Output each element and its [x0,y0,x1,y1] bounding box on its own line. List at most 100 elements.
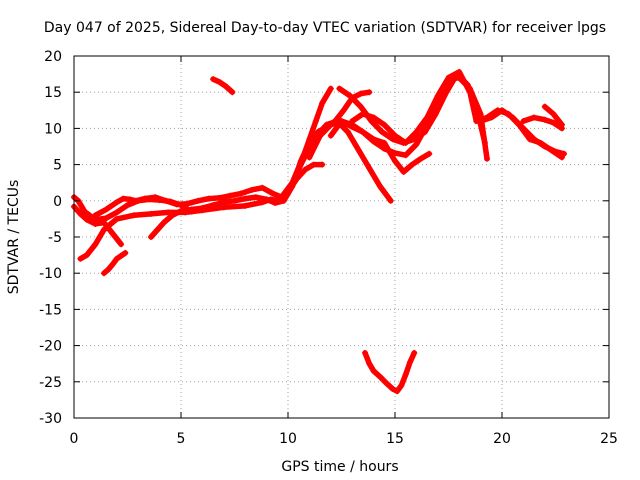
data-point [550,119,557,126]
data-point [379,129,386,136]
data-point [92,241,99,248]
data-point [509,114,516,121]
data-point [317,132,324,139]
data-point [349,118,356,125]
x-tick-label: 0 [70,431,79,447]
data-point [417,155,424,162]
data-point [520,118,527,125]
x-axis-label: GPS time / hours [281,459,398,475]
x-tick-label: 20 [493,431,511,447]
data-point [109,261,116,268]
data-point [184,200,191,207]
data-point [118,241,125,248]
data-point [83,252,90,259]
data-point [319,100,326,107]
data-layer [71,68,568,395]
data-point [77,255,84,262]
y-tick-label: -25 [39,375,62,391]
data-point [484,155,491,162]
data-point [366,360,373,367]
data-point [338,118,345,125]
series-arc-p [541,103,565,128]
data-point [160,219,167,226]
data-point [327,121,334,128]
data-point [297,161,304,168]
data-point [252,194,259,201]
y-tick-label: 15 [44,85,62,101]
data-point [402,139,409,146]
data-point [357,90,364,97]
data-point [120,195,127,202]
data-point [148,210,155,217]
data-point [531,136,538,143]
data-point [413,129,420,136]
data-point [152,194,159,201]
data-point [456,68,463,75]
data-point [118,252,125,259]
data-point [443,89,450,96]
x-tick-label: 10 [279,431,297,447]
ticks: 0 5 10 15 20 25 -30 -25 -20 -15 -10 -5 0 5 10 15 20 [39,49,618,447]
data-point [124,202,131,209]
data-point [130,212,137,219]
data-point [210,76,217,83]
data-point [216,79,223,86]
data-point [366,165,373,172]
data-point [229,89,236,96]
data-point [312,118,319,125]
data-point [306,154,313,161]
data-point [231,197,238,204]
data-point [248,186,255,193]
data-point [421,129,428,136]
data-point [541,143,548,150]
data-point [100,226,107,233]
data-point [242,202,249,209]
grid [74,56,609,418]
data-point [148,234,155,240]
data-point [347,92,354,99]
data-point [220,204,227,211]
data-point [336,85,343,92]
data-point [310,161,317,168]
data-point [103,206,110,213]
data-point [165,209,172,216]
data-point [199,205,206,212]
data-point [109,230,116,237]
data-point [285,190,291,197]
data-point [406,359,413,366]
data-point [432,110,439,117]
data-point [381,121,388,128]
series-trace [285,118,394,204]
data-point [561,150,568,157]
data-point [370,114,377,121]
data-point [499,107,505,114]
y-tick-label: -20 [39,339,62,355]
data-point [227,192,234,199]
data-point [411,349,418,356]
data-point [113,255,120,262]
data-point [381,139,388,146]
data-point [178,207,184,214]
data-point [377,373,384,380]
data-point [154,226,161,233]
data-point [445,74,452,81]
data-point [558,121,565,128]
data-point [488,114,495,121]
data-point [402,371,409,378]
data-point [173,201,180,208]
data-point [424,114,431,121]
data-point [541,116,548,123]
data-point [409,161,416,168]
data-point [327,132,334,139]
data-point [402,152,409,159]
data-point [216,194,223,201]
data-point [359,129,366,136]
data-point [113,199,120,206]
data-point [205,195,212,202]
data-point [113,209,120,216]
data-point [141,195,148,202]
data-point [477,118,484,125]
data-point [100,270,107,277]
